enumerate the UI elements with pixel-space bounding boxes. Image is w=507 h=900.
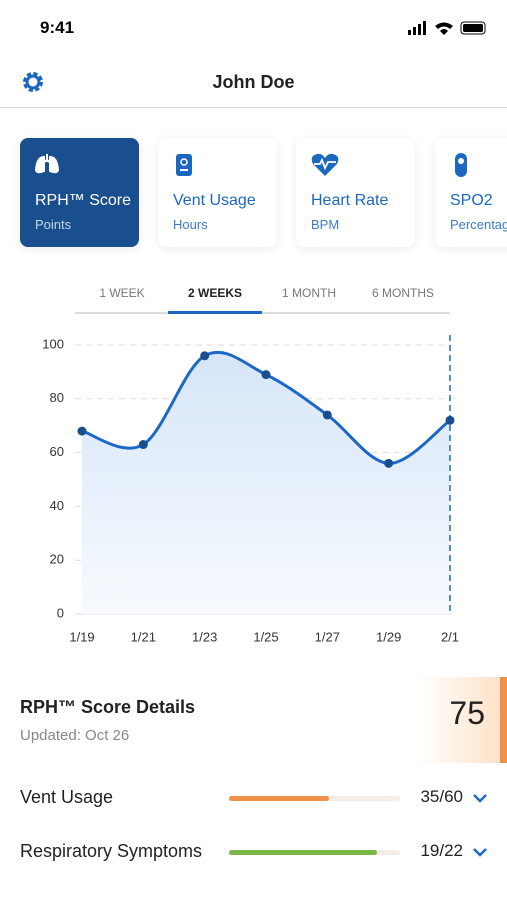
point (445, 415, 455, 425)
tab[interactable]: 1 WEEK (99, 286, 145, 300)
score-value: 75 (449, 695, 485, 731)
row-value: 35/60 (420, 787, 463, 806)
tab[interactable]: 6 MONTHS (371, 286, 434, 300)
point (322, 410, 332, 420)
y-tick-label: 40 (50, 498, 64, 513)
x-tick-label: 1/25 (253, 629, 278, 644)
y-tick-label: 60 (50, 444, 64, 459)
y-tick-label: 0 (57, 605, 64, 620)
card-title: Heart Rate (311, 192, 389, 209)
expand-chevron[interactable] (472, 847, 488, 857)
card-title: RPH™ Score (35, 192, 132, 209)
point (200, 351, 210, 361)
score-bg (420, 677, 500, 763)
card[interactable]: SPO2 Percentage (435, 138, 507, 247)
card[interactable]: Heart Rate BPM (296, 138, 415, 247)
row-value: 19/22 (420, 841, 463, 860)
vent-icon (176, 154, 192, 176)
score-accent (500, 677, 507, 763)
expand-chevron[interactable] (472, 793, 488, 803)
details-updated: Updated: Oct 26 (20, 727, 130, 744)
card-subtitle: BPM (311, 217, 340, 232)
point (77, 426, 87, 436)
card[interactable]: RPH™ Score Points (20, 138, 139, 247)
y-tick-label: 20 (50, 552, 64, 567)
x-tick-label: 1/29 (376, 629, 401, 644)
x-tick-label: 1/19 (69, 629, 94, 644)
tab-selected[interactable]: 2 WEEKS (187, 286, 242, 300)
point (384, 458, 394, 468)
status-time: 9:41 (40, 18, 75, 37)
card-title: SPO2 (450, 192, 493, 209)
status-icons (408, 21, 486, 35)
point (138, 440, 148, 450)
settings-button[interactable] (20, 69, 46, 95)
x-tick-label: 1/27 (315, 629, 340, 644)
details-title: RPH™ Score Details (20, 697, 196, 717)
card-subtitle: Points (35, 217, 72, 232)
card-subtitle: Percentage (450, 217, 507, 232)
card-title: Vent Usage (173, 192, 256, 209)
chart: 0 20 40 60 80 100 1/19 1/21 1/23 1/25 1/27 1/29 2/1 (42, 335, 459, 644)
y-tick-label: 100 (42, 336, 64, 351)
lungs-icon (34, 154, 60, 174)
spo2-icon (455, 153, 467, 177)
heart-icon (311, 153, 339, 176)
tab-indicator (168, 311, 262, 314)
row-name: Respiratory Symptoms (20, 841, 203, 861)
row-name: Vent Usage (20, 787, 114, 807)
tab-track (75, 312, 450, 314)
x-tick-label: 1/23 (192, 629, 217, 644)
card-subtitle: Hours (173, 217, 208, 232)
divider (0, 107, 507, 108)
x-tick-label: 1/21 (131, 629, 156, 644)
x-tick-label: 2/1 (441, 629, 459, 644)
tab[interactable]: 1 MONTH (282, 286, 336, 300)
card[interactable]: Vent Usage Hours (158, 138, 277, 247)
area (82, 352, 450, 614)
point (261, 370, 271, 380)
y-tick-label: 80 (50, 390, 64, 405)
progress-fill (229, 850, 377, 855)
header-title: John Doe (212, 72, 295, 92)
progress-fill (229, 796, 329, 801)
